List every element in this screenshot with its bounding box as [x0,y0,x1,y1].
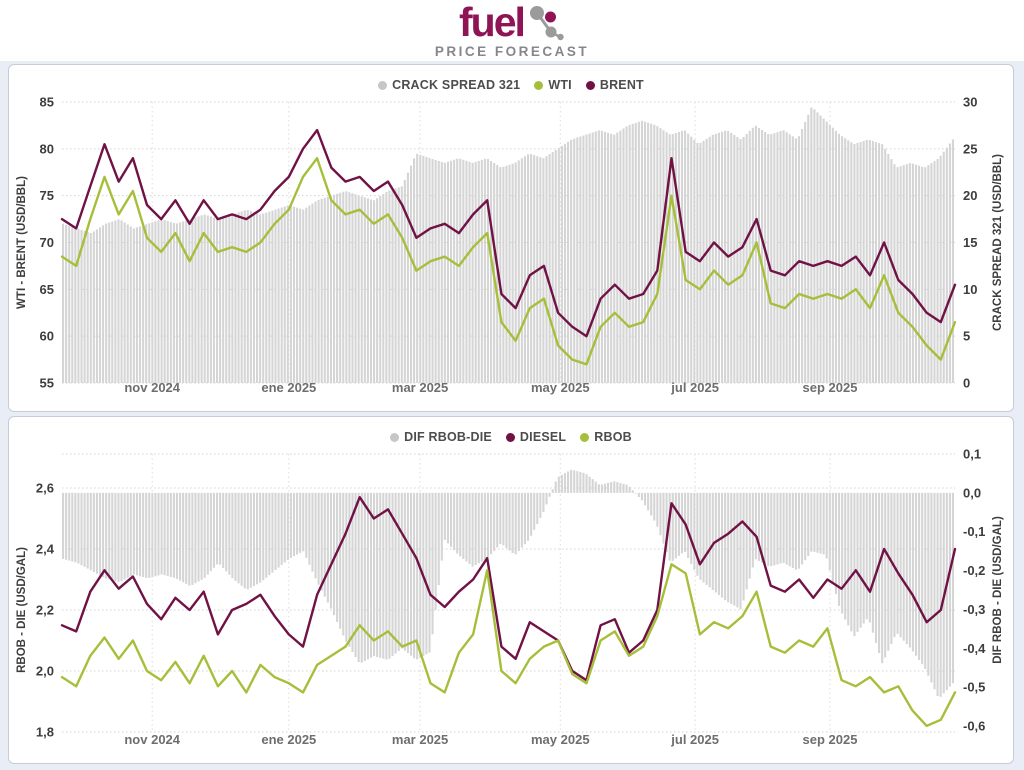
right-axis-tick-label: 25 [963,141,977,156]
fuel-molecule-icon [529,6,564,41]
right-axis-tick-label: -0,2 [963,563,985,578]
left-axis-tick-label: 1,8 [36,725,54,740]
legend-item-wti[interactable]: WTI [534,78,572,92]
x-axis-tick-label: may 2025 [531,732,590,747]
right-axis-tick-label: -0,3 [963,602,985,617]
left-axis-tick-label: 65 [40,282,54,297]
left-axis-tick-label: 2,6 [36,481,54,496]
right-axis-tick-label: -0,4 [963,641,986,656]
x-axis-tick-label: mar 2025 [392,380,448,395]
left-axis-tick-label: 2,2 [36,603,54,618]
x-axis-tick-label: jul 2025 [670,732,719,747]
refined-products-chart-legend: DIF RBOB-DIE DIESEL RBOB [9,428,1013,446]
right-axis-tick-label: 15 [963,235,977,250]
right-axis-tick-label: 20 [963,188,977,203]
left-axis-tick-label: 85 [40,95,54,110]
wti-line [60,157,957,366]
header: fuel PRICE FORECAST [0,0,1024,61]
right-axis-tick-label: 10 [963,282,977,297]
logo: fuel PRICE FORECAST [435,2,589,59]
refined-products-chart-plot: 2,6 2,4 2,2 2,0 1,8 0,1 0,0 -0,1 -0,2 -0,3 -0,4 -0,… [16,447,1004,747]
left-axis-tick-label: 2,0 [36,664,54,679]
right-axis-tick-label: -0,6 [963,719,985,734]
left-axis-title: WTI - BRENT (USD/BBL) [16,176,28,309]
right-axis-tick-label: 0,0 [963,485,981,500]
x-axis-tick-label: may 2025 [531,380,590,395]
left-axis-tick-label: 2,4 [36,542,55,557]
crack-spread-321-bars [62,107,955,384]
right-axis-tick-label: 0 [963,376,970,391]
rbob-legend-dot [580,432,590,442]
right-axis-title: DIF RBOB - DIE (USD/GAL) [992,516,1004,664]
dif-rbob-die-legend-label: DIF RBOB-DIE [404,430,492,444]
diesel-legend-label: DIESEL [519,430,567,444]
wti-legend-label: WTI [548,78,572,92]
x-axis-tick-label: jul 2025 [670,380,719,395]
legend-item-brent[interactable]: BRENT [585,78,644,92]
brent-legend-label: BRENT [599,78,644,92]
dif-rbob-die-legend-dot [390,432,400,442]
x-axis-tick-label: ene 2025 [261,732,316,747]
right-axis-tick-label: -0,5 [963,680,985,695]
rbob-line [60,563,957,728]
rbob-legend-label: RBOB [594,430,632,444]
left-axis-tick-label: 55 [40,376,54,391]
right-axis-tick-label: 5 [963,329,970,344]
x-axis-tick-label: sep 2025 [803,732,858,747]
right-axis-tick-label: 30 [963,95,977,110]
left-axis-tick-label: 75 [40,188,54,203]
logo-subtitle: PRICE FORECAST [434,44,590,60]
x-axis-tick-label: nov 2024 [124,380,180,395]
x-axis-tick-label: nov 2024 [124,732,180,747]
legend-item-diesel[interactable]: DIESEL [505,430,567,444]
left-axis-tick-label: 80 [40,141,54,156]
diesel-line [60,496,957,682]
crack-spread-321-legend-dot [378,80,388,90]
x-axis-tick-label: mar 2025 [392,732,448,747]
refined-products-chart-panel: DIF RBOB-DIE DIESEL RBOB 2,6 2,4 2,2 2,0 1,8 0,… [8,416,1014,764]
wti-legend-dot [534,80,544,90]
dif-rbob-die-bars [62,469,955,697]
logo-text: fuel [459,0,526,46]
right-axis-tick-label: -0,1 [963,524,985,539]
legend-item-rbob[interactable]: RBOB [580,430,632,444]
crack-spread-321-legend-label: CRACK SPREAD 321 [392,78,521,92]
crude-oil-chart-plot: 85 80 75 70 65 60 55 30 25 20 15 10 5 0 nov 2024 ene 20… [16,95,1004,395]
left-axis-title: RBOB - DIE (USD/GAL) [16,547,28,673]
x-axis-tick-label: sep 2025 [803,380,858,395]
brent-legend-dot [585,80,595,90]
crude-oil-chart-legend: CRACK SPREAD 321 WTI BRENT [9,76,1013,94]
legend-item-crack-spread-321[interactable]: CRACK SPREAD 321 [378,78,520,92]
right-axis-tick-label: 0,1 [963,447,981,462]
left-axis-tick-label: 70 [40,235,54,250]
x-axis-tick-label: ene 2025 [261,380,316,395]
brent-line [60,128,957,338]
diesel-legend-dot [505,432,515,442]
crude-oil-chart-panel: CRACK SPREAD 321 WTI BRENT 85 80 75 70 65 60 55 3… [8,64,1014,412]
left-axis-tick-label: 60 [40,329,54,344]
legend-item-dif-rbob-die[interactable]: DIF RBOB-DIE [390,430,492,444]
right-axis-title: CRACK SPREAD 321 (USD/BBL) [992,154,1004,331]
